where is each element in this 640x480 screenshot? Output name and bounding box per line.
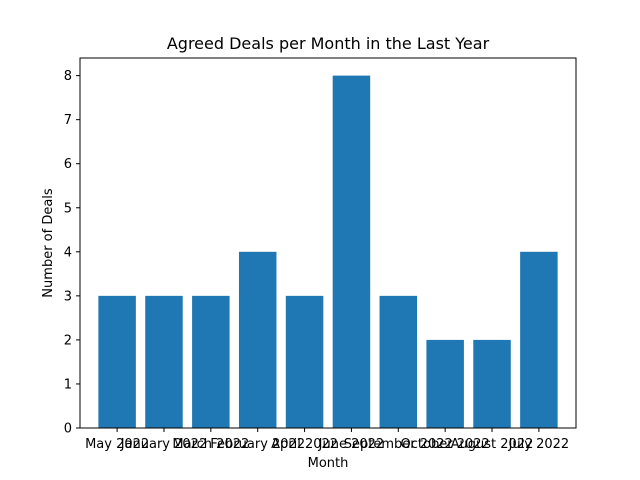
x-tick-label: May 2022 — [85, 437, 149, 452]
y-tick-label: 2 — [64, 333, 72, 348]
bar-7 — [426, 339, 464, 428]
bar-5 — [332, 75, 371, 428]
x-tick-label: March 2022 — [172, 437, 249, 452]
y-axis-label: Number of Deals — [41, 188, 56, 298]
y-tick-label: 1 — [64, 377, 72, 392]
x-tick-label: January 2022 — [120, 437, 208, 452]
x-tick-label: July 2022 — [508, 437, 570, 452]
y-tick-label: 6 — [64, 157, 72, 172]
bar-0 — [98, 295, 136, 428]
x-tick-label: June 2022 — [318, 437, 385, 452]
x-tick-label: September 2022 — [344, 437, 453, 452]
plot-frame — [79, 57, 577, 429]
bar-6 — [379, 295, 418, 428]
x-tick-label: October 2022 — [401, 437, 490, 452]
bar-2 — [192, 295, 230, 428]
x-tick-label: August 2022 — [451, 437, 534, 452]
bar-9 — [520, 251, 558, 428]
y-tick-label: 7 — [64, 113, 72, 128]
bar-3 — [238, 251, 277, 428]
x-axis-label: Month — [308, 456, 349, 471]
bar-1 — [145, 295, 183, 428]
y-tick-label: 3 — [64, 289, 72, 304]
y-tick-label: 4 — [64, 245, 72, 260]
y-tick-label: 8 — [64, 69, 72, 84]
y-tick-label: 0 — [64, 422, 72, 437]
bar-4 — [285, 295, 324, 428]
x-tick-label: February 2022 — [210, 437, 305, 452]
bar-8 — [473, 339, 511, 428]
chart-title: Agreed Deals per Month in the Last Year — [167, 34, 490, 53]
x-tick-label: April 2022 — [271, 437, 338, 452]
y-tick-label: 5 — [64, 201, 72, 216]
